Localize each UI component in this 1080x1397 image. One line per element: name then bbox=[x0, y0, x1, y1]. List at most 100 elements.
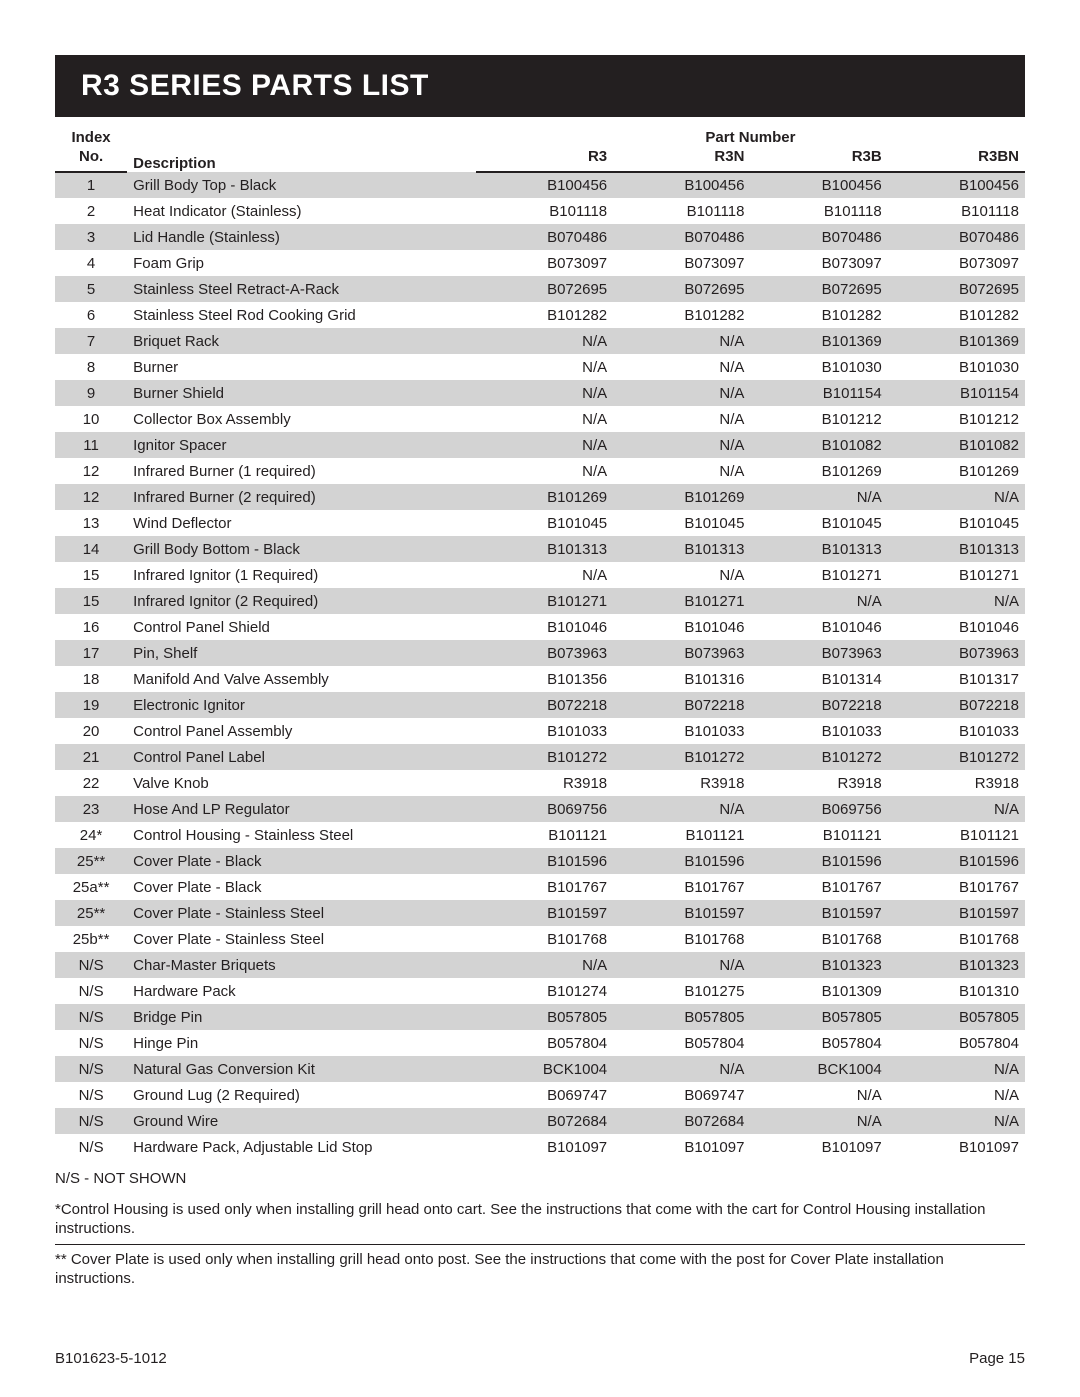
cell-part-number: B101272 bbox=[476, 744, 613, 770]
cell-index: 24* bbox=[55, 822, 127, 848]
table-row: N/SHardware Pack, Adjustable Lid StopB10… bbox=[55, 1134, 1025, 1160]
table-header: Index Description Part Number No. R3 R3N… bbox=[55, 125, 1025, 172]
cell-part-number: B069747 bbox=[476, 1082, 613, 1108]
table-row: 3Lid Handle (Stainless)B070486B070486B07… bbox=[55, 224, 1025, 250]
cell-part-number: B073097 bbox=[613, 250, 750, 276]
cell-part-number: N/A bbox=[888, 1056, 1025, 1082]
cell-index: 3 bbox=[55, 224, 127, 250]
table-row: 7Briquet RackN/AN/AB101369B101369 bbox=[55, 328, 1025, 354]
cell-part-number: B057804 bbox=[888, 1030, 1025, 1056]
cell-part-number: B101033 bbox=[888, 718, 1025, 744]
cell-part-number: N/A bbox=[888, 588, 1025, 614]
cell-part-number: N/A bbox=[613, 406, 750, 432]
table-row: 12Infrared Burner (2 required)B101269B10… bbox=[55, 484, 1025, 510]
cell-part-number: B101033 bbox=[613, 718, 750, 744]
cell-part-number: B101369 bbox=[888, 328, 1025, 354]
cell-part-number: B101768 bbox=[613, 926, 750, 952]
header-col-r3b: R3B bbox=[750, 146, 887, 172]
table-row: 9Burner ShieldN/AN/AB101154B101154 bbox=[55, 380, 1025, 406]
cell-index: N/S bbox=[55, 1004, 127, 1030]
cell-part-number: B101313 bbox=[476, 536, 613, 562]
cell-part-number: B101154 bbox=[888, 380, 1025, 406]
table-row: 25**Cover Plate - Stainless SteelB101597… bbox=[55, 900, 1025, 926]
cell-description: Wind Deflector bbox=[127, 510, 476, 536]
cell-part-number: N/A bbox=[476, 458, 613, 484]
cell-index: 12 bbox=[55, 458, 127, 484]
cell-index: N/S bbox=[55, 1108, 127, 1134]
cell-description: Control Housing - Stainless Steel bbox=[127, 822, 476, 848]
page: R3 SERIES PARTS LIST Index Description P… bbox=[0, 0, 1080, 1397]
cell-part-number: N/A bbox=[476, 432, 613, 458]
cell-part-number: B101154 bbox=[750, 380, 887, 406]
cell-part-number: B101045 bbox=[888, 510, 1025, 536]
cell-part-number: B101045 bbox=[750, 510, 887, 536]
cell-index: 10 bbox=[55, 406, 127, 432]
table-row: N/SNatural Gas Conversion KitBCK1004N/AB… bbox=[55, 1056, 1025, 1082]
cell-description: Hinge Pin bbox=[127, 1030, 476, 1056]
header-col-r3bn: R3BN bbox=[888, 146, 1025, 172]
cell-part-number: N/A bbox=[613, 380, 750, 406]
cell-part-number: N/A bbox=[613, 432, 750, 458]
cell-part-number: B101313 bbox=[613, 536, 750, 562]
header-description: Description bbox=[127, 125, 476, 172]
cell-description: Burner Shield bbox=[127, 380, 476, 406]
cell-part-number: B101597 bbox=[750, 900, 887, 926]
cell-part-number: B101767 bbox=[750, 874, 887, 900]
cell-part-number: B070486 bbox=[750, 224, 887, 250]
cell-description: Manifold And Valve Assembly bbox=[127, 666, 476, 692]
table-row: 21Control Panel LabelB101272B101272B1012… bbox=[55, 744, 1025, 770]
cell-part-number: B101118 bbox=[476, 198, 613, 224]
cell-description: Cover Plate - Black bbox=[127, 874, 476, 900]
header-index-bottom: No. bbox=[55, 146, 127, 172]
cell-part-number: B100456 bbox=[750, 172, 887, 198]
cell-index: 11 bbox=[55, 432, 127, 458]
cell-index: 15 bbox=[55, 562, 127, 588]
cell-part-number: B072218 bbox=[888, 692, 1025, 718]
cell-part-number: BCK1004 bbox=[750, 1056, 887, 1082]
note-star2: ** Cover Plate is used only when install… bbox=[55, 1251, 1025, 1295]
cell-index: 1 bbox=[55, 172, 127, 198]
cell-description: Valve Knob bbox=[127, 770, 476, 796]
cell-description: Hardware Pack bbox=[127, 978, 476, 1004]
cell-part-number: B101046 bbox=[613, 614, 750, 640]
header-part-number-group: Part Number bbox=[476, 125, 1025, 146]
table-row: 5Stainless Steel Retract-A-RackB072695B0… bbox=[55, 276, 1025, 302]
cell-part-number: B101768 bbox=[888, 926, 1025, 952]
cell-part-number: B100456 bbox=[613, 172, 750, 198]
cell-part-number: B101118 bbox=[750, 198, 887, 224]
cell-part-number: B101272 bbox=[888, 744, 1025, 770]
cell-description: Infrared Burner (1 required) bbox=[127, 458, 476, 484]
cell-part-number: N/A bbox=[750, 1108, 887, 1134]
cell-part-number: B101082 bbox=[750, 432, 887, 458]
table-row: 23Hose And LP RegulatorB069756N/AB069756… bbox=[55, 796, 1025, 822]
cell-part-number: B101269 bbox=[750, 458, 887, 484]
cell-part-number: B101356 bbox=[476, 666, 613, 692]
table-row: 15Infrared Ignitor (2 Required)B101271B1… bbox=[55, 588, 1025, 614]
cell-index: 16 bbox=[55, 614, 127, 640]
table-row: N/SChar-Master BriquetsN/AN/AB101323B101… bbox=[55, 952, 1025, 978]
cell-index: 13 bbox=[55, 510, 127, 536]
table-row: 25**Cover Plate - BlackB101596B101596B10… bbox=[55, 848, 1025, 874]
cell-description: Pin, Shelf bbox=[127, 640, 476, 666]
cell-part-number: B101323 bbox=[750, 952, 887, 978]
note-star1: *Control Housing is used only when insta… bbox=[55, 1201, 1025, 1246]
cell-index: N/S bbox=[55, 1030, 127, 1056]
cell-part-number: B101767 bbox=[476, 874, 613, 900]
cell-index: 7 bbox=[55, 328, 127, 354]
cell-part-number: B101282 bbox=[476, 302, 613, 328]
cell-part-number: N/A bbox=[476, 562, 613, 588]
cell-part-number: B072218 bbox=[476, 692, 613, 718]
cell-part-number: B101272 bbox=[750, 744, 887, 770]
cell-part-number: N/A bbox=[613, 1056, 750, 1082]
cell-part-number: N/A bbox=[476, 380, 613, 406]
cell-part-number: N/A bbox=[613, 562, 750, 588]
cell-part-number: B101271 bbox=[888, 562, 1025, 588]
cell-part-number: B101271 bbox=[476, 588, 613, 614]
header-col-r3: R3 bbox=[476, 146, 613, 172]
parts-table: Index Description Part Number No. R3 R3N… bbox=[55, 125, 1025, 1160]
cell-part-number: B069747 bbox=[613, 1082, 750, 1108]
cell-index: N/S bbox=[55, 1134, 127, 1160]
cell-index: N/S bbox=[55, 978, 127, 1004]
table-row: 2Heat Indicator (Stainless)B101118B10111… bbox=[55, 198, 1025, 224]
table-row: 20Control Panel AssemblyB101033B101033B1… bbox=[55, 718, 1025, 744]
